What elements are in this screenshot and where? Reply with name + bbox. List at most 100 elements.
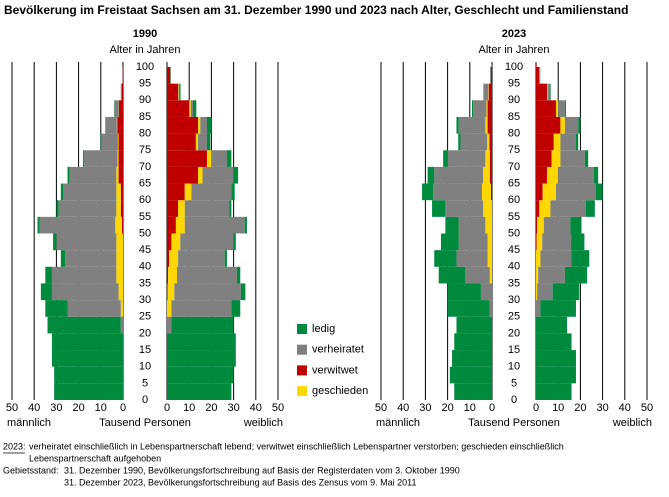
bar (231, 300, 241, 317)
axis-title: Alter in Jahren (479, 44, 550, 56)
bar (105, 116, 117, 134)
bar (184, 200, 230, 217)
bar (224, 250, 227, 267)
bar (536, 266, 539, 284)
bar (176, 266, 237, 284)
bar (482, 183, 491, 201)
bar (117, 116, 123, 134)
x-tick-label: 30 (419, 402, 431, 414)
bar (438, 266, 466, 284)
legend-swatch (297, 344, 307, 355)
bar (191, 183, 232, 201)
y-tick-label: 10 (508, 361, 520, 373)
bar (51, 333, 123, 351)
bar (487, 133, 490, 151)
y-tick-label: 90 (508, 94, 520, 106)
bar (456, 316, 492, 334)
bar (536, 63, 537, 67)
bar (116, 183, 121, 201)
x-tick-label: 40 (28, 402, 40, 414)
bar (54, 366, 123, 384)
y-tick-label: 10 (139, 361, 151, 373)
bar (547, 83, 550, 101)
bar (116, 233, 123, 251)
bar (536, 350, 576, 367)
bar (51, 283, 119, 301)
bar (456, 116, 459, 134)
bar (536, 300, 541, 317)
bar (447, 150, 486, 167)
bar (206, 150, 212, 167)
y-tick-label: 55 (139, 211, 151, 223)
bar (571, 233, 585, 251)
bar (483, 200, 492, 217)
bar (120, 300, 123, 317)
bar (56, 200, 59, 217)
footnote-label: 2023: (3, 441, 26, 451)
bar (184, 183, 192, 201)
bar (489, 133, 492, 151)
bar (56, 233, 117, 251)
bar (480, 283, 492, 301)
y-tick-label: 20 (139, 327, 151, 339)
x-tick-label: 10 (464, 402, 476, 414)
legend-swatch (297, 386, 307, 397)
bar (65, 250, 117, 267)
bar (58, 200, 117, 217)
x-tick-label: 0 (489, 402, 495, 414)
y-tick-label: 35 (139, 277, 151, 289)
bar (536, 83, 548, 101)
bar (121, 216, 123, 234)
bar (555, 100, 559, 117)
y-tick-label: 15 (508, 344, 520, 356)
bar (489, 166, 492, 184)
bar (558, 166, 594, 184)
bar (536, 216, 538, 234)
bar (536, 166, 548, 184)
bar (558, 100, 565, 117)
x-tick-label: 20 (205, 402, 217, 414)
bar (179, 83, 181, 101)
y-tick-label: 80 (139, 128, 151, 140)
bar (121, 83, 123, 101)
bar (167, 350, 236, 367)
bar (585, 200, 595, 217)
y-tick-label: 85 (508, 111, 520, 123)
y-tick-label: 5 (511, 377, 517, 389)
bar (537, 283, 553, 301)
bar (118, 283, 123, 301)
bar (445, 216, 459, 234)
x-tick-label: 40 (250, 402, 262, 414)
bar (547, 83, 548, 101)
bar (167, 283, 175, 301)
x-tick-label: 30 (227, 402, 239, 414)
x-tick-label: 20 (72, 402, 84, 414)
bar (539, 200, 551, 217)
bar (40, 283, 52, 301)
legend-swatch (297, 324, 307, 334)
bar (485, 116, 488, 134)
bar (167, 100, 190, 117)
bar (168, 266, 177, 284)
y-tick-label: 5 (142, 377, 148, 389)
bar (447, 283, 481, 301)
bar (169, 250, 179, 267)
x-tick-label: 20 (574, 402, 586, 414)
axis-title: Alter in Jahren (110, 44, 181, 56)
legend-label: ledig (312, 323, 335, 335)
bar (117, 150, 119, 167)
y-tick-label: 40 (508, 261, 520, 273)
bar (490, 67, 491, 84)
source: 31. Dezember 1990, Bevölkerungsfortschre… (64, 465, 460, 475)
y-tick-label: 15 (139, 344, 151, 356)
bar (115, 216, 122, 234)
bar (542, 183, 556, 201)
bar (120, 200, 123, 217)
y-tick-label: 40 (139, 261, 151, 273)
bar (454, 383, 492, 400)
bar (167, 83, 179, 101)
bar (178, 83, 180, 101)
bar (240, 283, 246, 301)
x-tick-label: 10 (183, 402, 195, 414)
